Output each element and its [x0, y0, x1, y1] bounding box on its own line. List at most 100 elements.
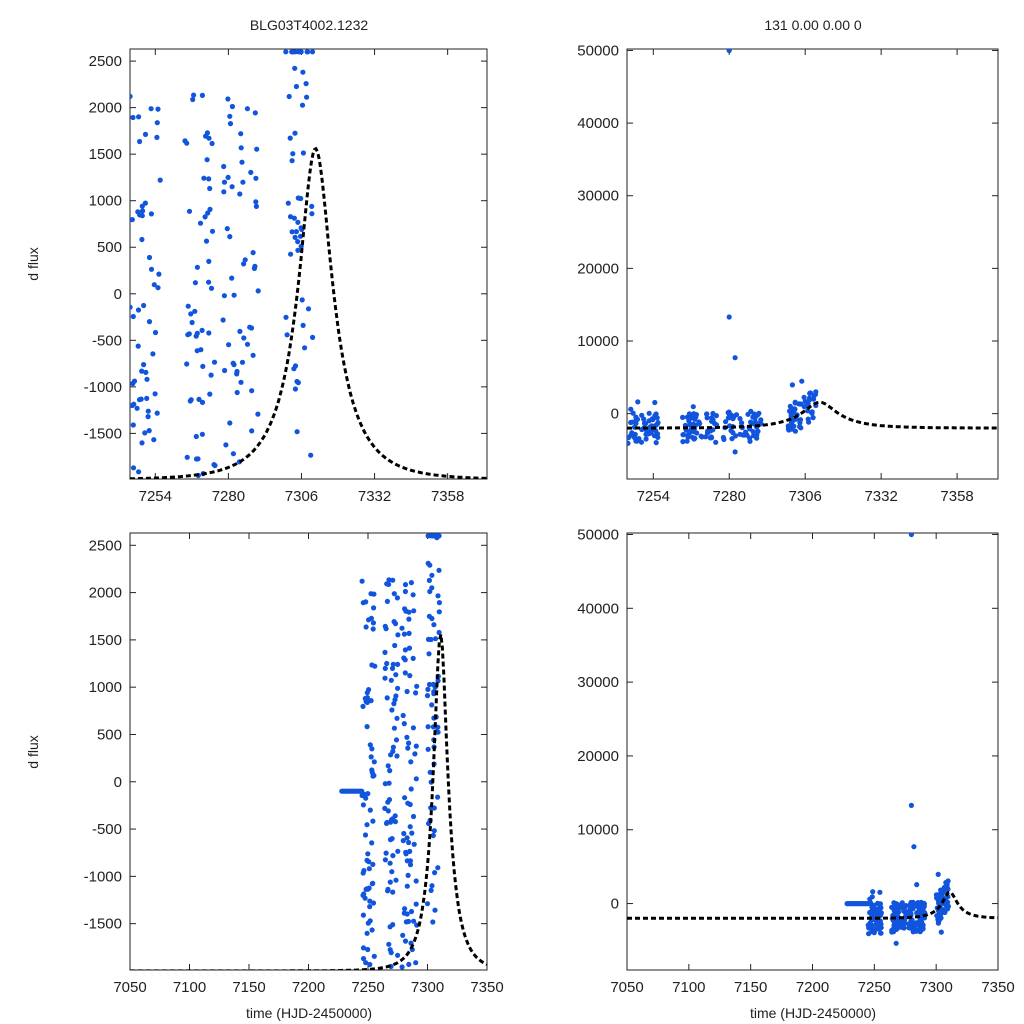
chart-panels: 7254 7280 7306 7332 7358 -1500 -1000 -500 0 500 10… — [84, 42, 1015, 996]
data-point — [198, 347, 204, 353]
data-point — [944, 906, 950, 912]
data-point — [382, 649, 388, 656]
data-point — [362, 695, 368, 702]
y-tick-label: -1500 — [84, 916, 122, 933]
data-point — [655, 434, 661, 440]
plot-frame — [129, 532, 488, 971]
data-point — [742, 431, 748, 438]
data-point — [227, 113, 233, 119]
data-point — [151, 437, 157, 443]
data-point — [188, 397, 194, 403]
y-tick-label: 1000 — [89, 679, 122, 696]
data-point — [390, 661, 396, 667]
data-point — [402, 795, 408, 801]
data-point — [414, 683, 420, 689]
data-point — [309, 49, 316, 55]
data-point — [938, 887, 944, 893]
data-point — [631, 435, 638, 441]
y-tick-label: 1500 — [89, 146, 122, 163]
data-point — [199, 92, 205, 98]
data-point — [892, 918, 898, 925]
data-point — [938, 929, 944, 935]
data-point — [150, 351, 156, 357]
data-point — [406, 839, 412, 846]
x-tick-label: 7350 — [981, 979, 1014, 996]
model-curve — [627, 400, 998, 430]
y-tick-label: 1000 — [89, 193, 122, 210]
data-point — [636, 436, 642, 442]
data-point — [425, 533, 431, 539]
data-point — [900, 906, 906, 912]
data-point — [942, 889, 948, 895]
data-point — [393, 877, 399, 883]
data-point — [938, 915, 944, 921]
x-tick-label: 7100 — [173, 979, 206, 996]
data-point — [382, 781, 388, 787]
data-point — [792, 406, 798, 412]
data-point — [395, 685, 401, 691]
data-point — [283, 314, 289, 320]
data-point — [628, 406, 634, 412]
data-point — [408, 908, 415, 915]
data-point — [154, 120, 160, 126]
plot-frame — [626, 48, 999, 480]
data-point — [911, 844, 917, 850]
data-point — [292, 234, 298, 240]
data-point — [402, 670, 408, 676]
data-point — [363, 599, 369, 605]
data-point — [294, 429, 300, 435]
data-point — [691, 411, 697, 417]
data-point — [369, 927, 375, 933]
data-point — [869, 925, 875, 931]
data-point — [404, 688, 410, 695]
data-point — [431, 828, 437, 834]
data-point — [364, 690, 370, 696]
data-point — [370, 818, 376, 824]
data-point — [383, 850, 389, 856]
y-tick-label: 0 — [114, 286, 122, 303]
chart-top-right: 7254 7280 7306 7332 7358 0 10000 20000 30000 4000… — [577, 42, 999, 505]
data-point — [425, 724, 431, 730]
data-point — [404, 835, 410, 841]
data-point — [713, 439, 719, 445]
data-point — [366, 859, 372, 865]
data-point — [299, 297, 305, 303]
x-tick-label: 7250 — [858, 979, 891, 996]
data-point — [411, 918, 417, 924]
data-point — [145, 408, 151, 414]
data-point — [407, 801, 413, 808]
data-point — [211, 359, 218, 365]
data-point — [384, 660, 390, 667]
data-point — [413, 690, 419, 696]
data-point — [413, 878, 419, 884]
chart-bottom-right: 7050 7100 7150 7200 7250 7300 7350 0 10000 20000 3… — [577, 526, 1014, 996]
data-point — [892, 927, 898, 933]
data-point — [202, 214, 208, 220]
data-point — [713, 413, 720, 419]
data-point — [406, 616, 412, 622]
data-point — [726, 49, 732, 54]
data-point — [130, 313, 136, 320]
data-point — [365, 851, 371, 857]
data-point — [424, 901, 431, 907]
data-point — [239, 159, 245, 165]
data-point — [402, 647, 408, 653]
y-tick-label: 0 — [611, 406, 619, 423]
data-point — [389, 836, 395, 842]
y-tick-label: 500 — [97, 239, 122, 256]
data-point — [295, 239, 301, 245]
data-point — [292, 363, 299, 369]
data-point — [200, 363, 206, 369]
data-point — [230, 451, 236, 457]
data-point — [370, 626, 376, 632]
data-point — [436, 609, 442, 615]
data-point — [365, 791, 371, 797]
data-point — [412, 751, 418, 757]
data-point — [393, 737, 400, 743]
data-point — [363, 960, 369, 966]
data-point — [428, 887, 434, 894]
data-point — [877, 889, 883, 895]
data-point — [136, 114, 142, 120]
data-point — [289, 229, 295, 235]
y-tick-label: -500 — [92, 821, 122, 838]
